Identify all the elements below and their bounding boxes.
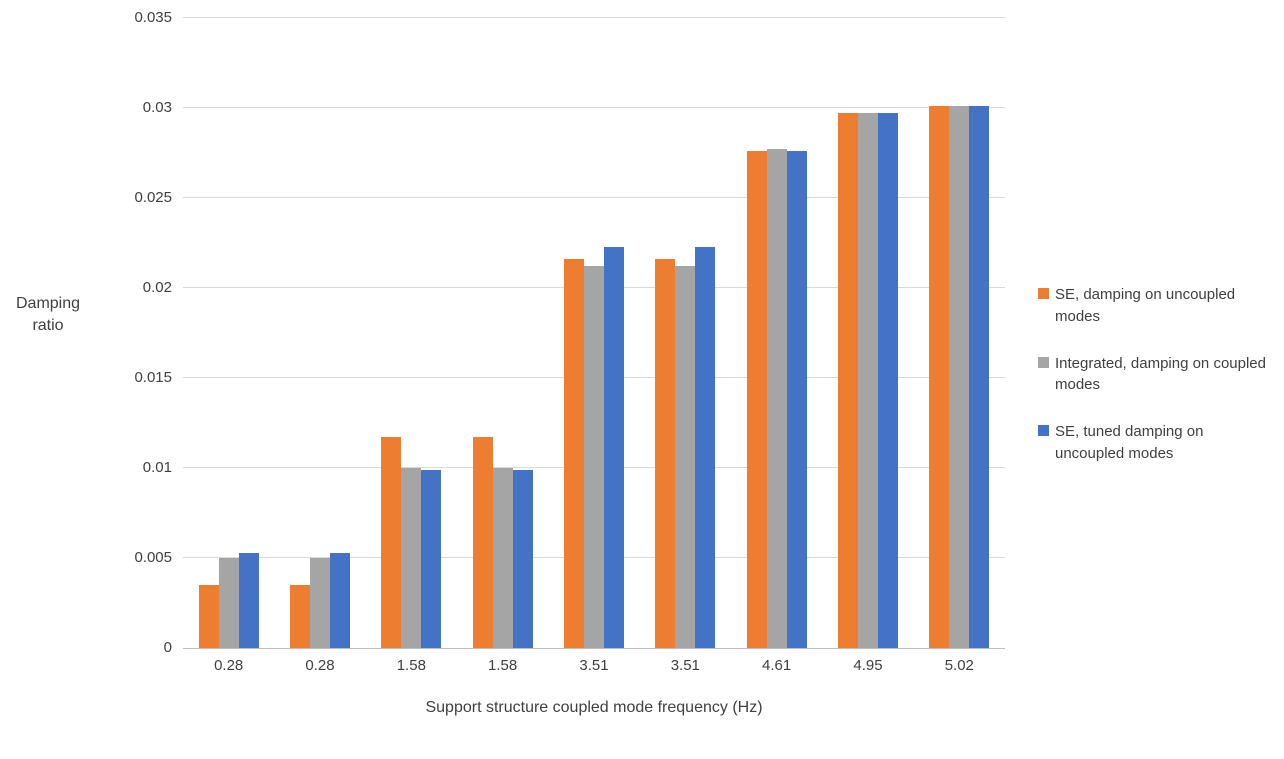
y-tick-label: 0.02	[142, 279, 172, 296]
y-tick-label: 0.025	[134, 189, 172, 206]
x-axis-ticks: 0.28 0.28 1.58 1.58 3.51 3.51 4.61 4.95 5.02	[183, 657, 1005, 674]
bar	[857, 113, 878, 648]
x-tick-label: 0.28	[214, 657, 244, 674]
x-tick-label: 1.58	[488, 657, 518, 674]
bar	[929, 106, 950, 648]
bar	[837, 113, 858, 648]
x-tick-label: 0.28	[305, 657, 335, 674]
x-tick-label: 4.61	[762, 657, 792, 674]
legend-label: SE, damping on uncoupled modes	[1055, 286, 1236, 325]
bar	[655, 259, 676, 648]
legend-swatch	[1038, 356, 1049, 368]
x-tick-label: 1.58	[396, 657, 426, 674]
y-tick-label: 0.005	[134, 549, 172, 566]
plot-area	[183, 17, 1005, 649]
y-tick-label: 0.015	[134, 369, 172, 386]
legend-swatch	[1038, 288, 1049, 299]
y-tick-label: 0	[163, 639, 172, 656]
bar-group	[640, 18, 731, 648]
bar	[603, 246, 624, 648]
bar	[238, 552, 259, 648]
bar-group	[731, 18, 822, 648]
bar-group	[366, 18, 457, 648]
legend: SE, damping on uncoupled modes Integrated…	[1038, 284, 1274, 490]
y-axis-title: Damping ratio	[15, 295, 81, 334]
bar-group	[274, 18, 365, 648]
bar	[563, 259, 584, 648]
bar	[583, 266, 604, 648]
gridline	[183, 107, 1005, 108]
bar	[421, 469, 442, 648]
bar	[329, 552, 350, 648]
bar	[472, 437, 493, 648]
bars-row	[183, 18, 1005, 648]
bar-group	[822, 18, 913, 648]
legend-label: Integrated, damping on coupled modes	[1055, 354, 1266, 394]
bar	[492, 468, 513, 648]
bar-group	[183, 18, 274, 648]
bar	[695, 246, 716, 648]
gridline	[183, 17, 1005, 18]
bar	[949, 106, 970, 648]
bar	[309, 558, 330, 648]
legend-entry: Integrated, damping on coupled modes	[1038, 353, 1274, 397]
bar	[198, 585, 219, 648]
bar	[289, 585, 310, 648]
bar	[675, 266, 696, 648]
bar	[218, 558, 239, 648]
bar	[746, 151, 767, 648]
bar	[512, 469, 533, 648]
x-tick-label: 5.02	[944, 657, 974, 674]
bar-group	[457, 18, 548, 648]
legend-entry: SE, tuned damping on uncoupled modes	[1038, 421, 1274, 465]
y-tick-label: 0.035	[134, 9, 172, 26]
bar	[401, 468, 422, 648]
x-axis-title: Support structure coupled mode frequency…	[425, 699, 763, 716]
y-axis-ticks: 0 0.005 0.01 0.015 0.02 0.025 0.03 0.035	[0, 0, 172, 759]
x-tick-label: 4.95	[853, 657, 883, 674]
bar-group	[548, 18, 639, 648]
y-tick-label: 0.01	[142, 459, 172, 476]
bar	[969, 106, 990, 648]
bar	[786, 151, 807, 648]
legend-label: SE, tuned damping on uncoupled modes	[1055, 423, 1204, 462]
bar	[877, 113, 898, 648]
legend-entry: SE, damping on uncoupled modes	[1038, 284, 1274, 328]
gridline	[183, 197, 1005, 198]
bar	[381, 437, 402, 648]
y-tick-label: 0.03	[142, 99, 172, 116]
bar	[766, 149, 787, 648]
x-tick-label: 3.51	[579, 657, 609, 674]
legend-swatch	[1038, 425, 1049, 436]
bar-group	[914, 18, 1005, 648]
x-tick-label: 3.51	[670, 657, 700, 674]
